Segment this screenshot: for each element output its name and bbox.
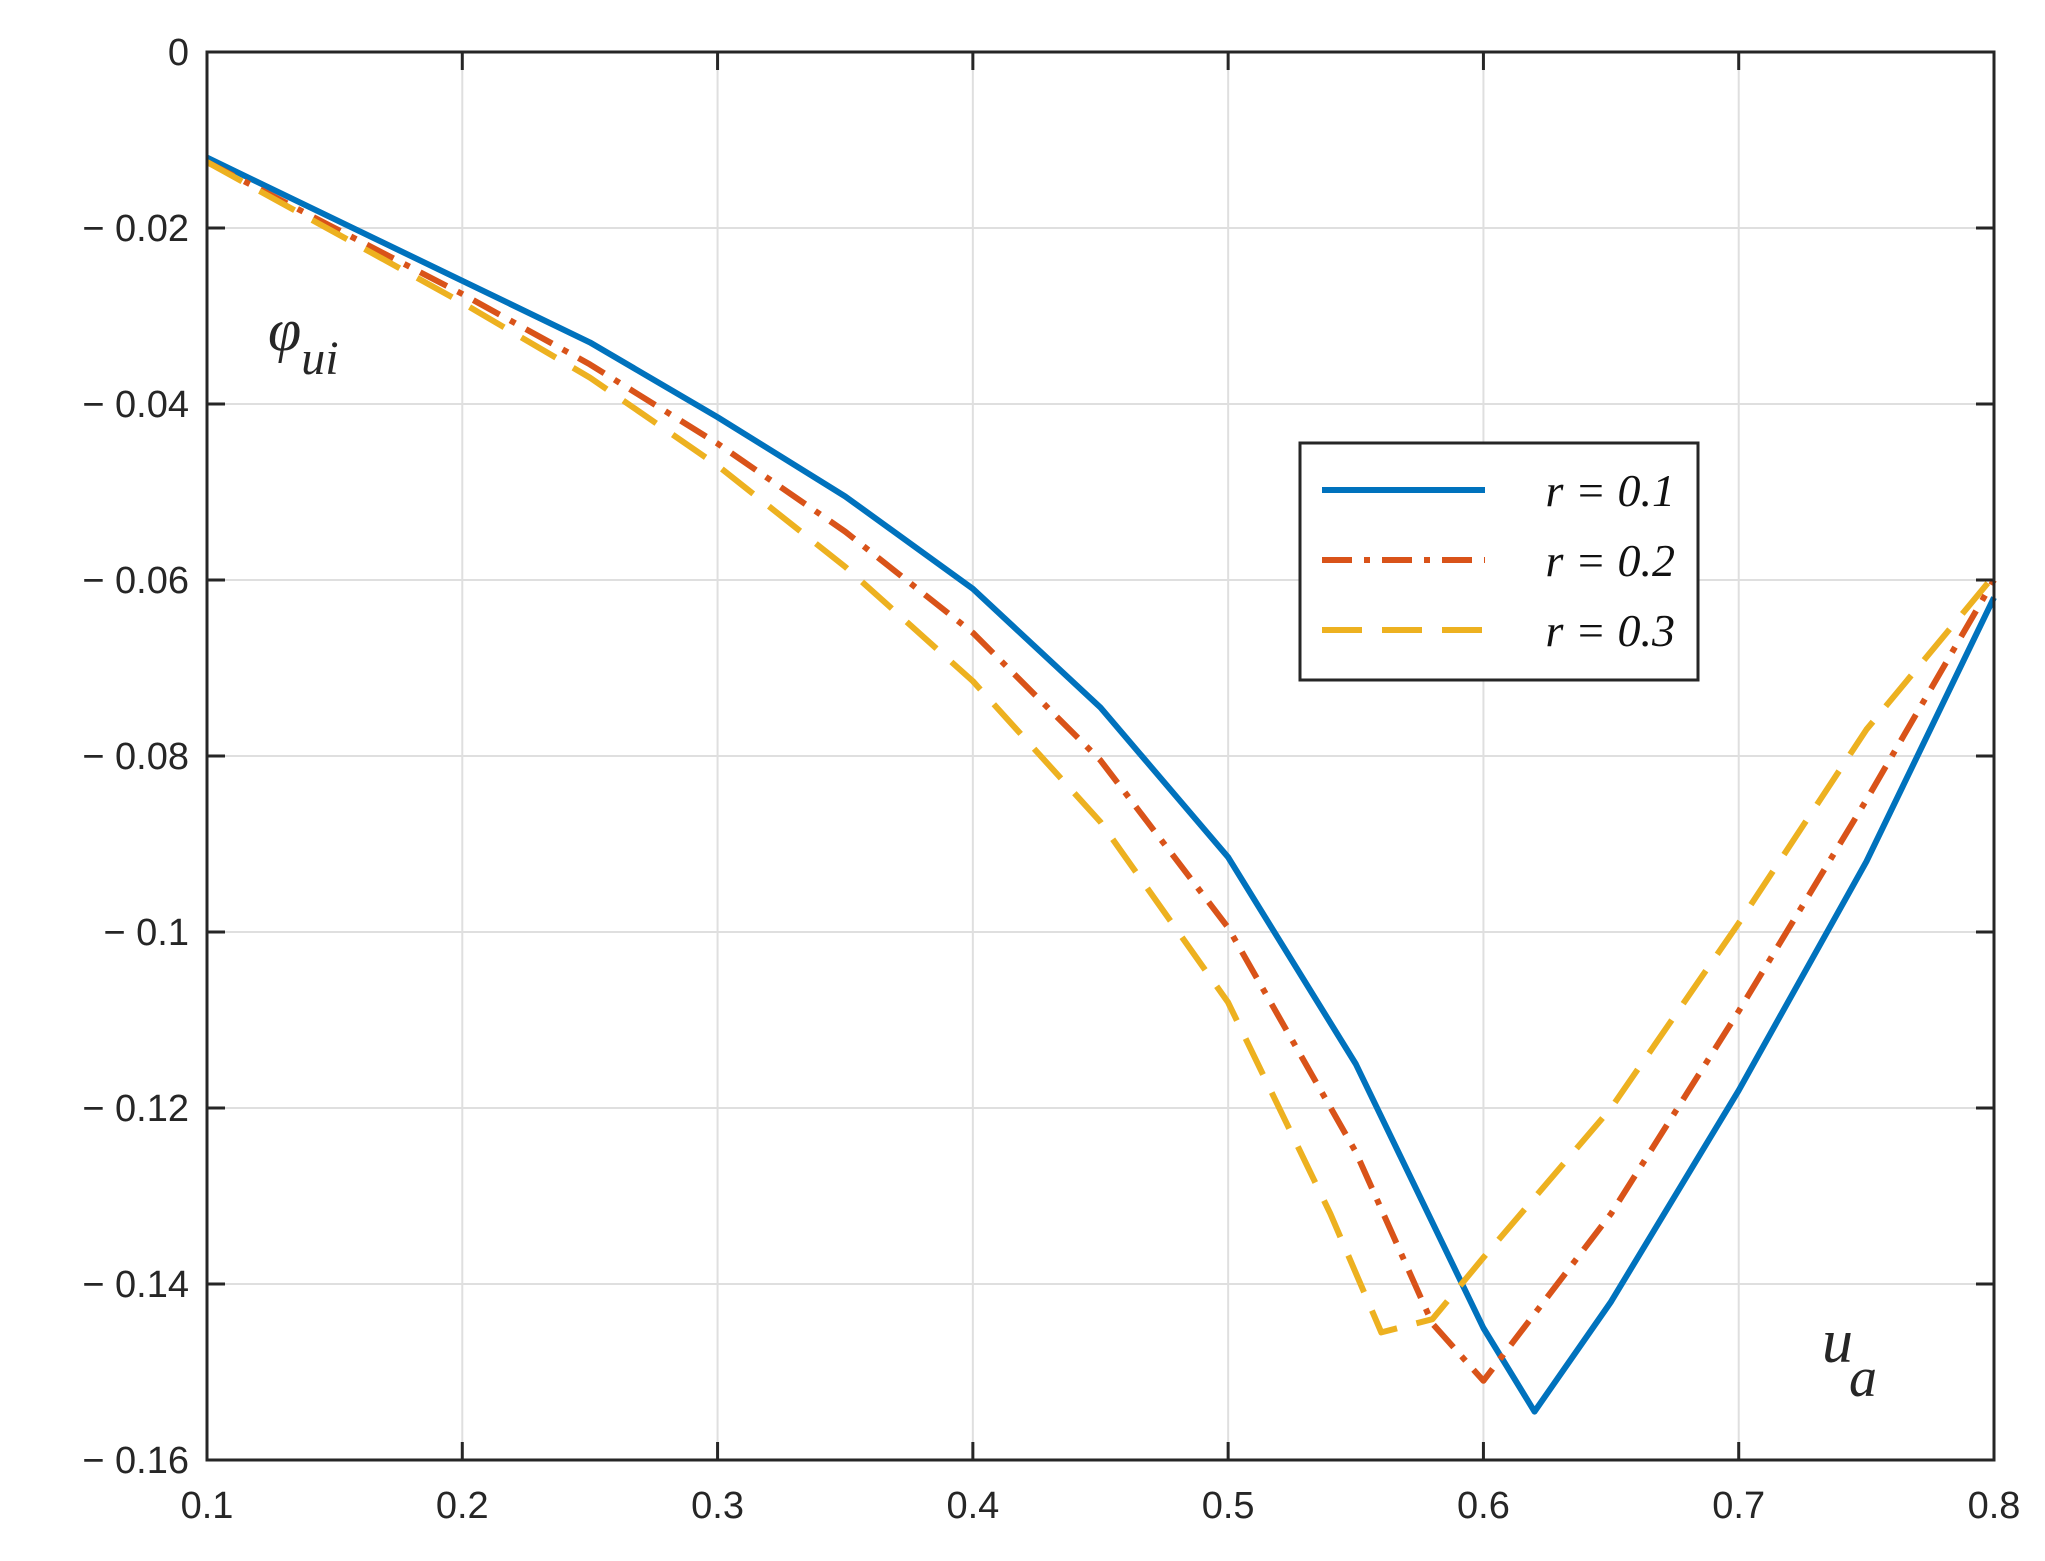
series-layer xyxy=(205,154,1997,1415)
y-tick-label: − 0.08 xyxy=(82,736,189,778)
y-tick-label: − 0.04 xyxy=(82,384,189,426)
tick-labels: 0.1 0.2 0.3 0.4 0.5 0.6 0.7 0.8 0 − 0.02 − 0.04 − 0… xyxy=(82,32,2020,1527)
x-axis-label-sub: a xyxy=(1849,1347,1877,1409)
y-tick-label: − 0.16 xyxy=(82,1440,189,1482)
x-tick-label: 0.6 xyxy=(1457,1485,1510,1527)
legend-label-2: r = 0.2 xyxy=(1546,535,1675,586)
legend-label-3: r = 0.3 xyxy=(1546,605,1675,656)
x-tick-label: 0.2 xyxy=(436,1485,489,1527)
series-line-1 xyxy=(205,154,1997,1415)
x-tick-label: 0.1 xyxy=(181,1485,234,1527)
x-tick-label: 0.3 xyxy=(691,1485,744,1527)
series-line-2 xyxy=(205,159,1997,1384)
legend: r = 0.1 r = 0.2 r = 0.3 xyxy=(1298,441,1700,682)
y-tick-label: − 0.06 xyxy=(82,560,189,602)
y-tick-label: − 0.02 xyxy=(82,208,189,250)
legend-items: r = 0.1 r = 0.2 r = 0.3 xyxy=(1322,465,1675,656)
y-axis-label-main: φ xyxy=(268,297,301,363)
legend-label-1: r = 0.1 xyxy=(1546,465,1675,516)
y-tick-label: − 0.14 xyxy=(82,1264,189,1306)
x-tick-label: 0.5 xyxy=(1202,1485,1255,1527)
y-tick-label: 0 xyxy=(168,32,189,74)
series-line-3 xyxy=(205,159,1997,1336)
y-axis-label-sub: ui xyxy=(301,332,338,385)
x-tick-label: 0.8 xyxy=(1968,1485,2021,1527)
ticks xyxy=(205,50,1996,1462)
x-tick-label: 0.4 xyxy=(946,1485,999,1527)
y-axis-label: φui xyxy=(268,297,339,385)
y-tick-label: − 0.12 xyxy=(82,1088,189,1130)
x-axis-label-main: u xyxy=(1822,1308,1853,1376)
y-tick-label: − 0.1 xyxy=(103,912,189,954)
x-tick-label: 0.7 xyxy=(1712,1485,1765,1527)
